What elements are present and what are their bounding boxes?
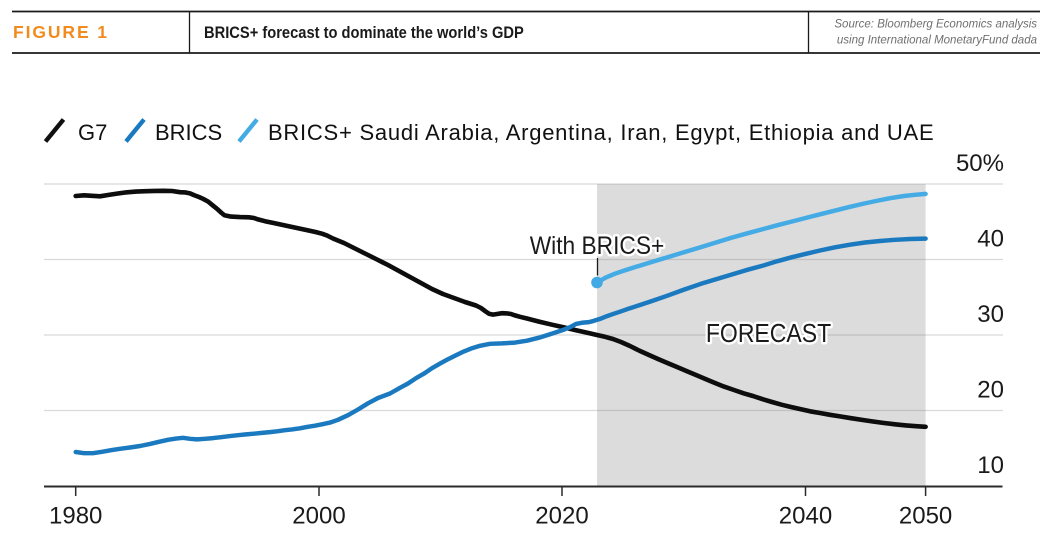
svg-text:FORECAST: FORECAST <box>706 320 831 349</box>
svg-text:40: 40 <box>977 226 1004 253</box>
svg-text:BRICS: BRICS <box>155 120 222 145</box>
svg-text:With BRICS+: With BRICS+ <box>530 232 665 260</box>
svg-text:2050: 2050 <box>899 503 952 530</box>
svg-text:30: 30 <box>977 301 1004 328</box>
svg-text:2000: 2000 <box>292 503 345 530</box>
svg-text:1980: 1980 <box>49 503 102 530</box>
svg-text:using International MonetaryFu: using International MonetaryFund dada <box>837 35 1037 47</box>
svg-text:50%: 50% <box>956 150 1004 177</box>
svg-text:2020: 2020 <box>535 503 588 530</box>
svg-text:2040: 2040 <box>779 503 832 530</box>
svg-text:BRICS+ Saudi Arabia, Argentina: BRICS+ Saudi Arabia, Argentina, Iran, Eg… <box>268 120 934 145</box>
svg-text:Source: Bloomberg Economics an: Source: Bloomberg Economics analysis <box>834 19 1037 31</box>
svg-text:10: 10 <box>977 452 1004 479</box>
svg-text:BRICS+ forecast to dominate th: BRICS+ forecast to dominate the world’s … <box>204 24 524 42</box>
svg-text:FIGURE 1: FIGURE 1 <box>13 22 109 42</box>
svg-text:20: 20 <box>977 377 1004 404</box>
svg-text:G7: G7 <box>78 120 107 145</box>
